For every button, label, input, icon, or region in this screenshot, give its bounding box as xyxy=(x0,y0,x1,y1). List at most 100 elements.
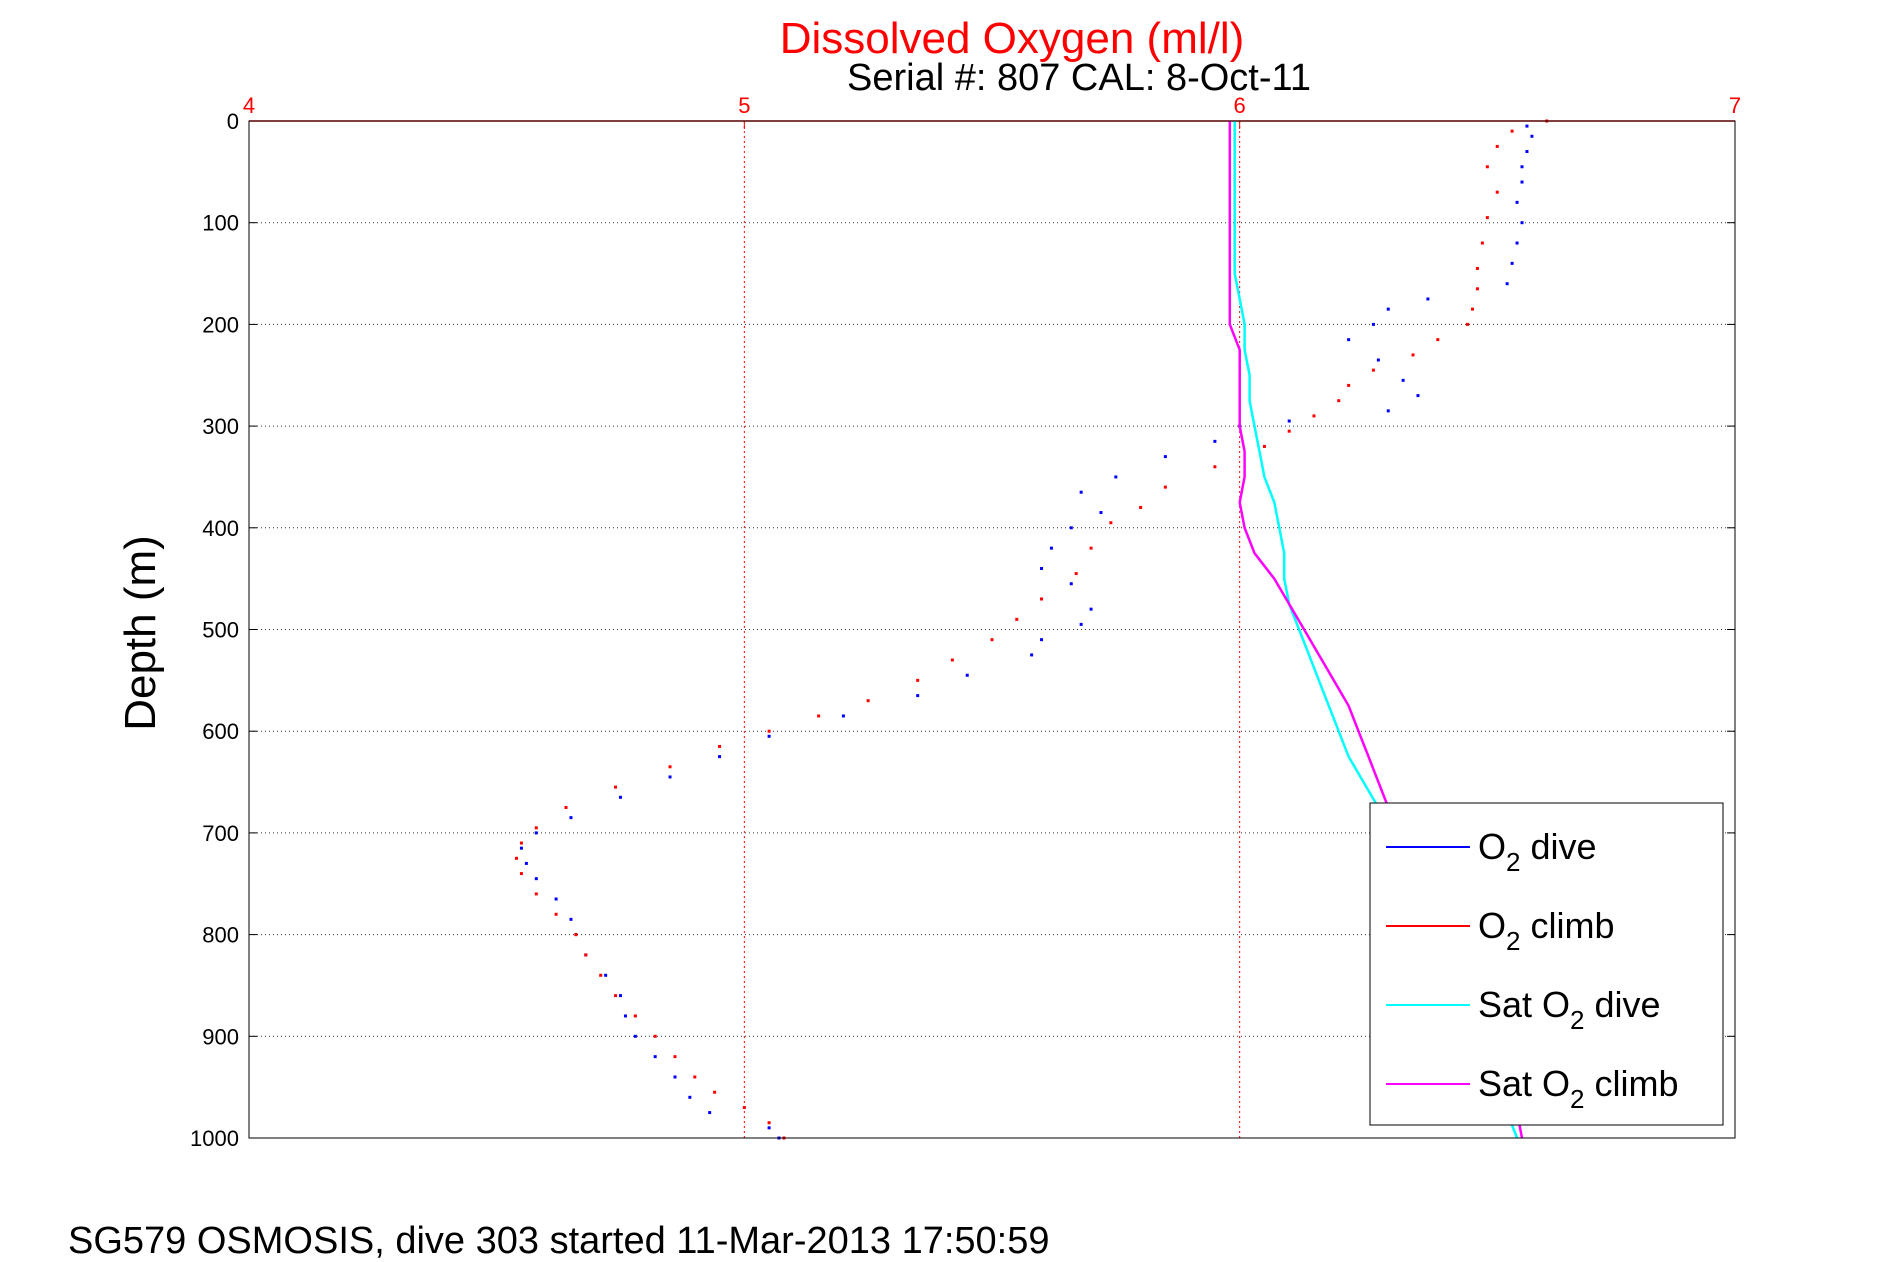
data-point xyxy=(1475,287,1479,291)
chart-subtitle: Serial #: 807 CAL: 8-Oct-11 xyxy=(847,57,1311,99)
y-tick-label: 1000 xyxy=(190,1126,239,1151)
y-tick-label: 100 xyxy=(202,211,239,236)
data-point xyxy=(574,933,578,937)
series-o2-climb xyxy=(514,119,1549,1140)
data-point xyxy=(950,658,954,662)
data-point xyxy=(1466,322,1470,326)
data-point xyxy=(1163,485,1167,489)
data-point xyxy=(866,699,870,703)
data-point xyxy=(668,765,672,769)
data-point xyxy=(1030,653,1034,657)
data-point xyxy=(569,917,573,921)
data-point xyxy=(673,1055,677,1059)
data-point xyxy=(1505,282,1509,286)
data-point xyxy=(1069,582,1073,586)
legend-entry-label: O2 climb xyxy=(1478,905,1615,956)
data-point xyxy=(524,861,528,865)
data-point xyxy=(916,678,920,682)
data-point xyxy=(604,973,608,977)
data-point xyxy=(767,1121,771,1125)
data-point xyxy=(1040,638,1044,642)
data-point xyxy=(569,816,573,820)
y-tick-label: 500 xyxy=(202,618,239,643)
data-point xyxy=(653,1055,657,1059)
data-point xyxy=(619,795,622,799)
data-point xyxy=(767,1126,771,1130)
x-tick-label: 6 xyxy=(1234,93,1246,118)
data-point xyxy=(1287,419,1291,423)
data-point xyxy=(633,1014,637,1018)
data-point xyxy=(584,953,588,957)
data-point xyxy=(1109,521,1113,525)
chart-title: Dissolved Oxygen (ml/l) xyxy=(780,14,1245,63)
data-point xyxy=(1015,617,1019,621)
data-point xyxy=(688,1095,692,1099)
data-point xyxy=(1520,180,1524,184)
data-point xyxy=(708,1111,712,1115)
y-tick-label: 0 xyxy=(227,109,239,134)
data-point xyxy=(1495,144,1499,148)
data-point xyxy=(1485,165,1489,169)
data-point xyxy=(965,673,969,677)
data-point xyxy=(519,841,523,845)
data-point xyxy=(1069,526,1073,530)
data-point xyxy=(1371,368,1375,372)
x-tick-label: 7 xyxy=(1729,93,1741,118)
data-point xyxy=(1485,216,1489,220)
legend: O2 dive O2 climb Sat O2 dive Sat O2 climb xyxy=(1369,802,1724,1126)
data-point xyxy=(1495,190,1499,194)
data-point xyxy=(841,714,845,718)
data-point xyxy=(1040,566,1044,570)
data-point xyxy=(519,846,523,850)
data-point xyxy=(633,1034,637,1038)
y-tick-label: 200 xyxy=(202,312,239,337)
legend-entry-label: Sat O2 climb xyxy=(1478,1063,1679,1114)
data-point xyxy=(534,831,538,835)
data-point xyxy=(767,729,771,733)
data-point xyxy=(1163,455,1167,459)
data-point xyxy=(1520,221,1524,225)
y-tick-label: 400 xyxy=(202,516,239,541)
data-point xyxy=(718,744,722,748)
data-point xyxy=(1386,409,1390,413)
data-point xyxy=(623,1014,627,1018)
data-point xyxy=(767,734,771,738)
data-point xyxy=(1099,511,1103,515)
data-point xyxy=(1426,297,1430,301)
y-tick-label: 600 xyxy=(202,719,239,744)
data-point xyxy=(1520,165,1524,169)
data-point xyxy=(1287,429,1291,433)
data-point xyxy=(1510,261,1514,265)
data-point xyxy=(1262,444,1266,448)
data-point xyxy=(668,775,672,779)
legend-entry-label: O2 dive xyxy=(1478,826,1597,877)
data-point xyxy=(742,1105,746,1109)
data-point xyxy=(514,856,518,860)
data-point xyxy=(1347,338,1351,342)
data-point xyxy=(1376,358,1380,362)
x-tick-label: 5 xyxy=(738,93,750,118)
y-axis-label: Depth (m) xyxy=(116,535,165,731)
legend-box xyxy=(1369,802,1724,1126)
data-point xyxy=(1074,572,1078,576)
data-point xyxy=(1089,546,1093,550)
data-point xyxy=(1525,150,1529,154)
data-point xyxy=(1337,399,1341,403)
data-point xyxy=(817,714,821,718)
data-point xyxy=(1139,505,1143,509)
data-point xyxy=(1470,307,1474,311)
data-point xyxy=(1530,134,1534,138)
data-point xyxy=(1079,490,1083,494)
data-point xyxy=(1049,546,1053,550)
data-point xyxy=(1480,241,1484,245)
data-point xyxy=(614,994,618,998)
data-point xyxy=(990,638,994,642)
data-point xyxy=(1089,607,1093,611)
data-point xyxy=(1411,353,1415,357)
data-point xyxy=(534,877,538,881)
data-point xyxy=(1347,383,1351,387)
data-point xyxy=(554,897,558,901)
y-tick-label: 900 xyxy=(202,1024,239,1049)
data-point xyxy=(1515,200,1519,204)
